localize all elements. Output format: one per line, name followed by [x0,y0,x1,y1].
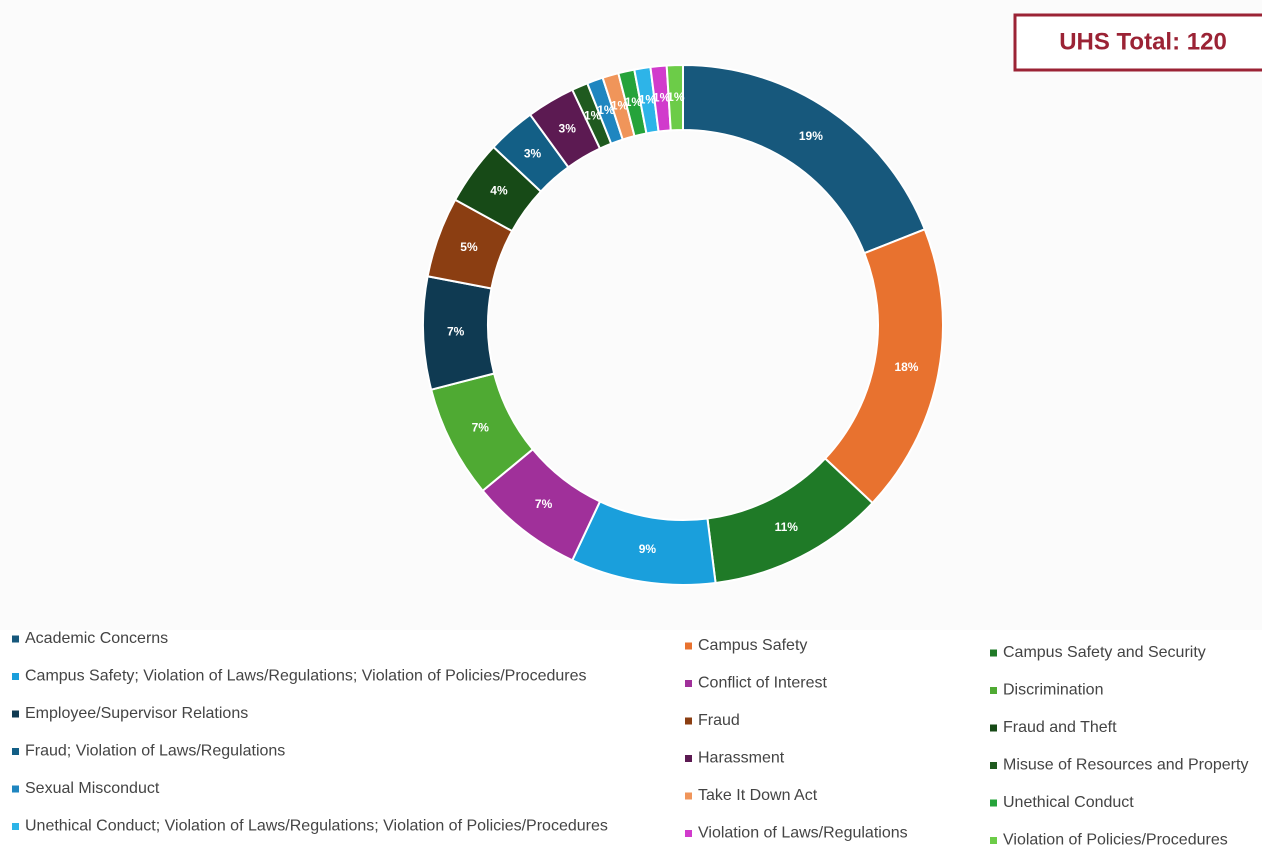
data-label: 1% [639,92,657,106]
donut-segment [665,63,684,132]
legend-swatch [12,710,19,718]
legend-swatch [990,799,997,807]
legend-label: Unethical Conduct; Violation of Laws/Reg… [25,818,608,835]
legend-label: Sexual Misconduct [25,780,160,797]
legend-label: Campus Safety [698,637,807,654]
data-label: 4% [490,183,508,197]
legend-label: Fraud [698,712,740,729]
legend-swatch [685,642,692,650]
legend-label: Take It Down Act [698,787,818,804]
data-label: 7% [447,324,465,338]
legend-swatch [990,724,997,732]
data-label: 3% [524,147,542,161]
legend-swatch [12,748,19,755]
data-label: 5% [460,240,478,254]
legend-swatch [685,830,692,837]
total-annotation: UHS Total: 120 [1059,28,1227,55]
legend-label: Conflict of Interest [698,675,828,692]
legend-label: Campus Safety and Security [1003,644,1206,661]
legend-swatch [685,717,692,725]
data-label: 1% [653,91,671,105]
legend-swatch [990,762,997,769]
total-box [1013,13,1262,72]
legend-label: Harassment [698,750,785,767]
legend-label: Fraud; Violation of Laws/Regulations [25,743,285,760]
data-label: 1% [611,99,629,113]
legend-swatch [12,635,19,643]
legend-label: Violation of Policies/Procedures [1003,832,1228,849]
legend-swatch [990,687,997,694]
legend-label: Fraud and Theft [1003,719,1117,736]
legend-label: Discrimination [1003,682,1103,699]
legend-swatch [990,837,997,844]
legend-label: Unethical Conduct [1003,794,1134,811]
legend-swatch [685,755,692,762]
legend-label: Violation of Laws/Regulations [698,825,908,842]
data-label: 19% [799,129,823,143]
data-label: 1% [584,108,602,122]
legend-label: Campus Safety; Violation of Laws/Regulat… [25,668,587,685]
data-label: 18% [894,360,918,374]
legend-swatch [685,680,692,687]
data-label: 1% [667,90,685,104]
data-label: 1% [625,95,643,109]
legend-swatch [12,823,19,830]
data-label: 9% [639,542,657,556]
legend-label: Employee/Supervisor Relations [25,705,248,722]
data-label: 1% [597,103,615,117]
data-label: 7% [535,497,553,511]
data-label: 7% [472,420,490,434]
legend-swatch [685,792,692,800]
data-label: 3% [559,121,577,135]
data-label: 11% [775,520,799,534]
legend-swatch [990,649,997,657]
legend-label: Misuse of Resources and Property [1003,757,1248,774]
legend-swatch [12,785,19,793]
legend-swatch [12,673,19,680]
legend-label: Academic Concerns [25,630,168,647]
